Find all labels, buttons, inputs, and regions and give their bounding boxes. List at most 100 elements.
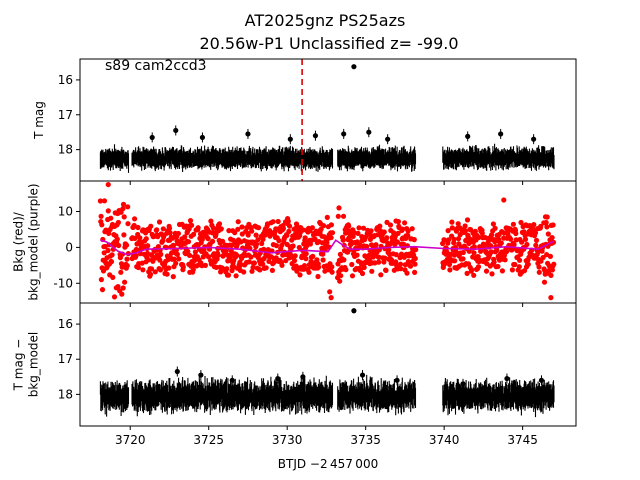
panel-2-bkg-point: [119, 264, 125, 270]
panel-2-bkg-point: [532, 230, 539, 236]
panel-2-bkg-point: [343, 230, 349, 236]
panel-2-bkg-point: [140, 267, 146, 273]
panel-2-bkg-point: [105, 181, 111, 188]
panel-2-bkg-point: [147, 271, 154, 277]
panel-2-bkg-point: [210, 238, 216, 244]
panel-2-bkg-point: [135, 264, 141, 271]
panel-2-bkg-point: [98, 277, 104, 283]
panel-2-bkg-point: [377, 223, 383, 229]
panel-2-bkg-point: [220, 238, 226, 244]
panel-2-bkg-point: [405, 232, 411, 238]
panel-1-point: [498, 131, 504, 137]
panel-2-bkg-point: [189, 222, 195, 228]
panel-2-bkg-point: [190, 267, 196, 273]
panel-2-bkg-point: [99, 222, 105, 228]
panel-2-bkg-point: [368, 228, 374, 234]
panel-2-bkg-point: [164, 271, 170, 277]
panel-2-bkg-point: [462, 223, 468, 229]
panel-2-bkg-point: [324, 214, 330, 220]
panel-2-bkg-point: [412, 255, 418, 262]
panel-2-bkg-point: [510, 221, 516, 227]
panel-2-bkg-point: [531, 222, 537, 228]
panel-2-bkg-point: [501, 197, 507, 203]
chart-title-line1: AT2025gnz PS25azs: [245, 11, 406, 30]
panel-2-bkg-point: [306, 269, 312, 275]
panel-2-bkg-point: [235, 219, 241, 225]
panel-2-bkg-point: [397, 261, 404, 267]
panel-2-bkg-point: [175, 230, 181, 237]
panel-2-bkg-point: [191, 231, 197, 237]
panel-2-bkg-point: [233, 273, 239, 279]
panel-2-bkg-point: [124, 256, 130, 262]
panel-2-bkg-point: [538, 223, 544, 229]
panel-2-bkg-point: [174, 251, 180, 257]
panel-3-point: [275, 375, 281, 382]
panel-2-bkg-point: [516, 264, 522, 270]
panel-2-bkg-point: [494, 247, 500, 253]
panel-1-errorbars: [99, 143, 555, 173]
panel-2-bkg-point: [270, 219, 276, 225]
panel-2-bkg-point: [192, 249, 198, 255]
panel-2-bkg-point: [148, 266, 155, 272]
panel-1-point: [199, 134, 206, 141]
panel-2-bkg-point: [287, 223, 293, 229]
panel-2-bkg-point: [349, 273, 356, 279]
panel-2-bkg-points: [97, 181, 557, 301]
panel-3-y-tick-label: 17: [58, 352, 73, 366]
panel-2-bkg-point: [373, 242, 379, 248]
panel-2-plot-area: [97, 181, 557, 301]
panel-2-bkg-point: [239, 224, 245, 230]
panel-2-bkg-point: [124, 263, 130, 269]
panel-2-bkg-point: [495, 263, 501, 270]
panel-2-bkg-point: [300, 227, 306, 233]
panel-3-frame: [79, 302, 577, 427]
panel-2-bkg-point: [551, 261, 557, 267]
panel-2-bkg-point: [545, 231, 551, 237]
panel-2-bkg-point: [340, 213, 347, 219]
panel-2-bkg-point: [253, 241, 260, 247]
panel-2-bkg-point: [488, 243, 494, 249]
panel-1-point: [351, 64, 357, 70]
panel-2-bkg-point: [336, 205, 342, 211]
panel-2-bkg-point: [248, 254, 254, 260]
panel-2-bkg-point: [121, 232, 127, 238]
panel-2-bkg-point: [224, 266, 230, 272]
panel-2-bkg-point: [329, 264, 335, 270]
panel-2-bkg-point: [346, 223, 352, 229]
panel-2-bkg-point: [413, 247, 419, 253]
panel-2-bkg-point: [471, 244, 477, 250]
panel-2-bkg-point: [119, 291, 125, 297]
panel-2-bkg-point: [376, 259, 382, 265]
panel-2-bkg-point: [158, 251, 164, 257]
panel-2-bkg-point: [234, 242, 240, 248]
panel-2-bkg-point: [511, 241, 517, 248]
panel-1-point: [312, 133, 319, 139]
panel-2-bkg-point: [445, 237, 452, 243]
panel-2-bkg-point: [359, 270, 366, 277]
panel-2-bkg-point: [122, 279, 128, 285]
panel-2-bkg-point: [409, 226, 415, 232]
panel-2-bkg-point: [145, 243, 151, 249]
panel-2-bkg-point: [171, 256, 177, 262]
panel-2-bkg-point: [106, 230, 112, 236]
panel-2-bkg-point: [492, 225, 498, 231]
panel-3-errorbars: [99, 374, 555, 418]
panel-2-bkg-point: [180, 264, 186, 270]
panel-2-bkg-point: [320, 251, 326, 257]
panel-2-bkg-point: [355, 230, 361, 236]
panel-2-bkg-point: [280, 225, 286, 232]
panel-3-point: [504, 375, 510, 382]
panel-2-bkg-point: [263, 265, 269, 271]
panel-2-bkg-point: [143, 236, 149, 242]
panel-2-bkg-point: [533, 242, 539, 248]
panel-3-y-tick-label: 18: [58, 387, 73, 401]
panel-1-point: [149, 134, 155, 141]
panel-2-bkg-point: [491, 259, 497, 265]
panel-2-bkg-point: [205, 254, 212, 260]
panel-2-bkg-point: [105, 247, 111, 254]
panel-1-y-tick-label: 17: [58, 108, 73, 122]
panel-2-bkg-point: [455, 236, 462, 242]
panel-2-bkg-point: [386, 251, 392, 257]
panel-2-bkg-point: [395, 219, 401, 225]
